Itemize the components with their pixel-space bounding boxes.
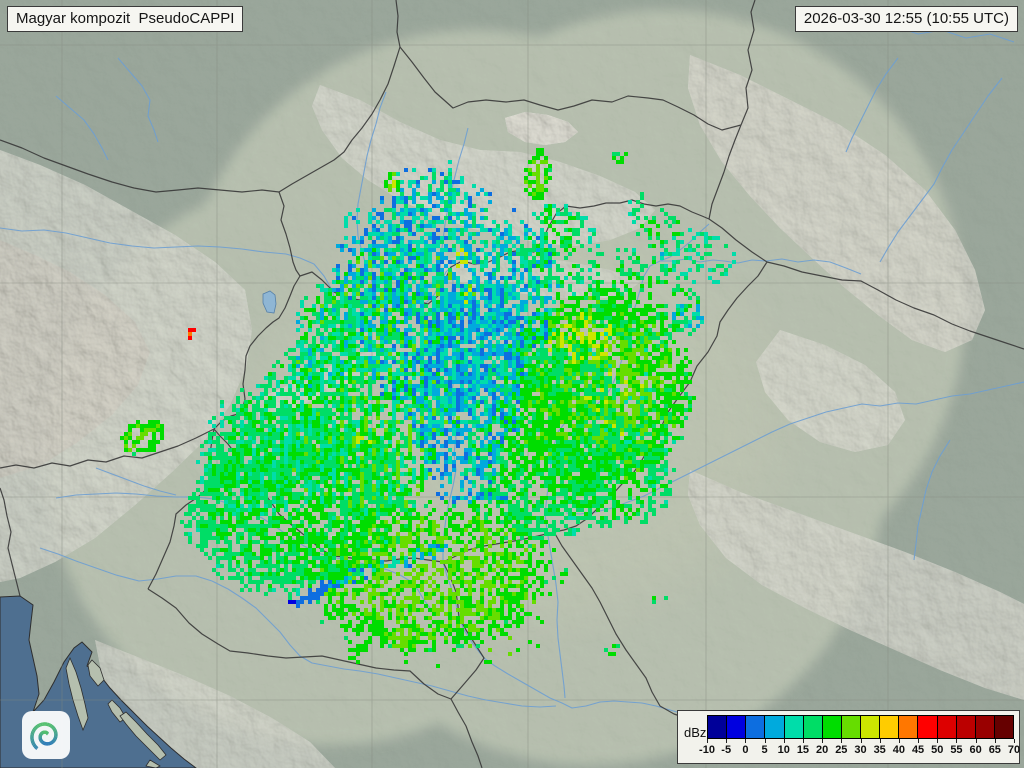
legend-cell [746,716,766,738]
legend-tick [860,739,862,743]
legend-cell [880,716,900,738]
legend-tick-label: -5 [721,744,732,756]
legend-cell [861,716,881,738]
legend-tick [937,739,939,743]
legend-tick [802,739,804,743]
legend-tick [918,739,920,743]
legend-tick [1014,739,1015,743]
legend-tick [707,739,708,743]
legend-cell [727,716,747,738]
legend-tick-label: 65 [988,744,1001,756]
legend-cell [937,716,957,738]
legend-tick-label: 70 [1007,744,1021,756]
legend-cell [765,716,785,738]
legend-tick [783,739,785,743]
timestamp-label: 2026-03-30 12:55 (10:55 UTC) [794,6,1018,32]
legend-tick-label: 20 [816,744,829,756]
legend-cell [803,716,823,738]
legend-tick-label: 35 [873,744,886,756]
legend-tick-label: 55 [950,744,963,756]
legend-tick-label: 15 [796,744,810,756]
legend-tick-label: 10 [777,744,790,756]
legend-tick [975,739,977,743]
legend-tick-label: 40 [892,744,905,756]
legend-color-bar [707,715,1014,739]
legend-tick-label: -10 [699,744,715,756]
legend-unit-label: dBz [684,725,707,740]
legend-cell [899,716,919,738]
legend-cell [975,716,995,738]
legend-cell [841,716,861,738]
legend-tick [841,739,843,743]
legend-tick [764,739,766,743]
legend-tick [879,739,881,743]
omsz-logo [22,711,70,759]
legend-cell [822,716,842,738]
dbz-color-legend: dBz -10 -5 0 5 10 15 20 25 30 35 40 45 50 55 60 65 70 [677,710,1020,764]
legend-tick [745,739,747,743]
spiral-logo-icon [30,722,58,750]
legend-tick-label: 0 [742,744,749,756]
legend-tick-label: 25 [835,744,848,756]
legend-tick-label: 50 [931,744,944,756]
legend-cell [956,716,976,738]
legend-tick [956,739,958,743]
legend-cell [784,716,804,738]
legend-cell [708,716,728,738]
legend-cell [918,716,938,738]
legend-tick-label: 60 [969,744,982,756]
legend-tick [898,739,900,743]
legend-tick [726,739,728,743]
legend-cell [994,716,1013,738]
product-label: Magyar kompozit PseudoCAPPI [7,6,244,32]
legend-tick-label: 45 [911,744,925,756]
legend-tick [994,739,996,743]
legend-tick [822,739,824,743]
legend-tick-label: 30 [854,744,867,756]
legend-tick-label: 5 [761,744,768,756]
